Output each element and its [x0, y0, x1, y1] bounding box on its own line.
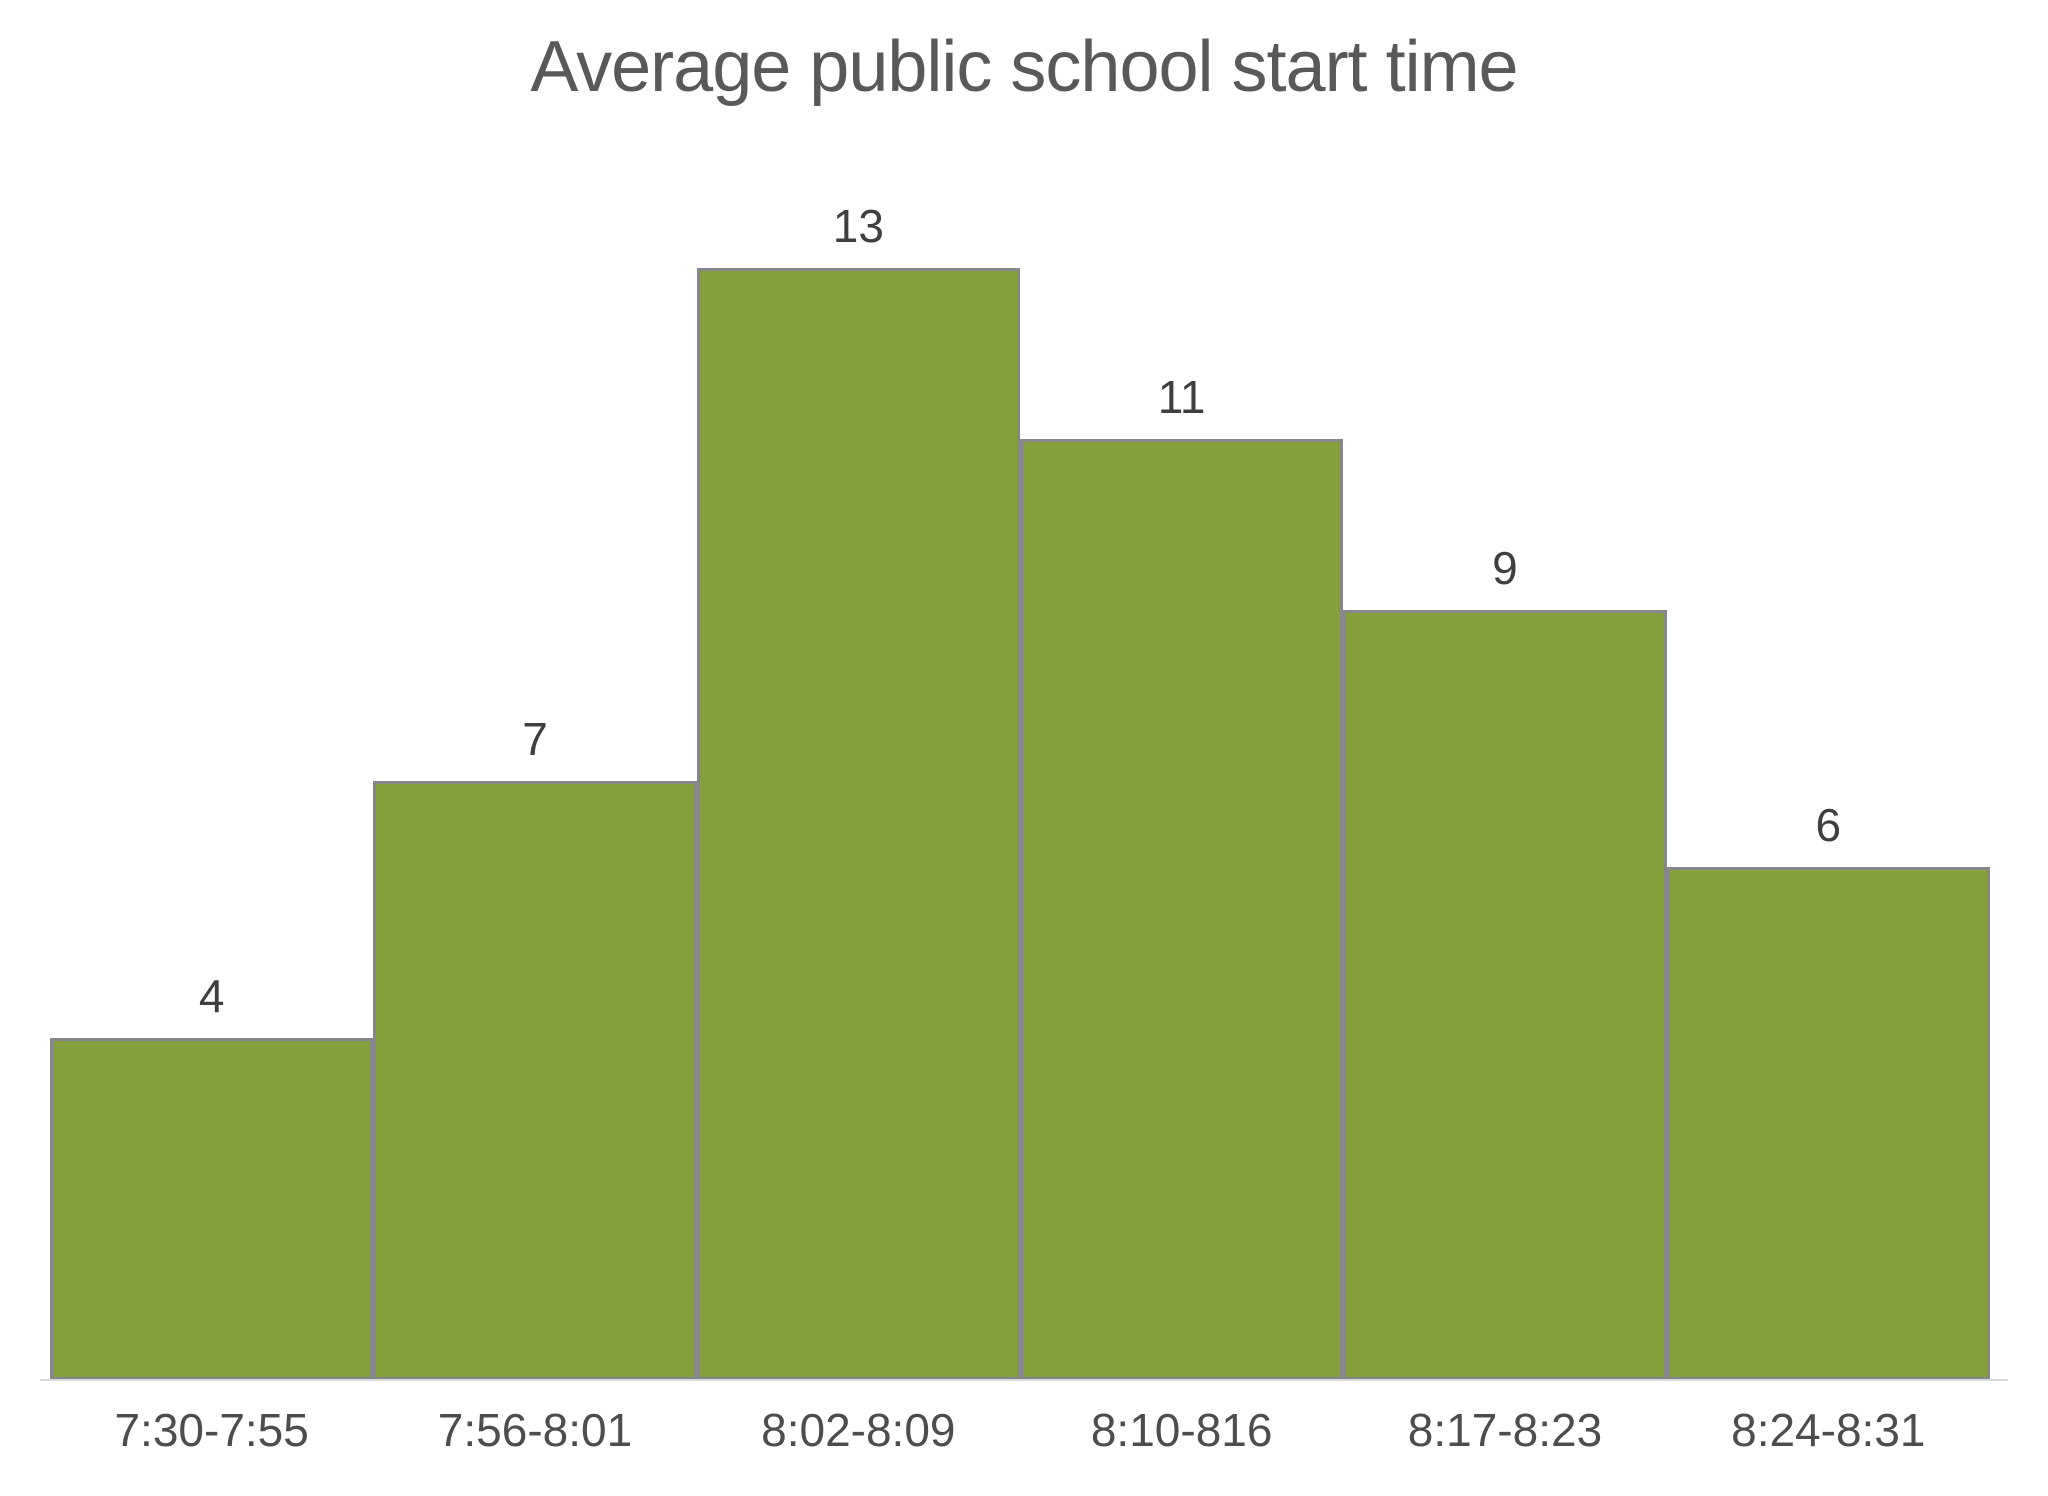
bar-value-label: 7 — [522, 713, 548, 765]
x-axis-label: 8:02-8:09 — [761, 1404, 956, 1456]
bar-group: 11 — [1019, 371, 1344, 1380]
chart-title: Average public school start time — [530, 27, 1518, 107]
bar — [50, 1038, 374, 1380]
bar — [1666, 867, 1990, 1380]
bar — [1019, 439, 1344, 1380]
x-axis-label: 7:56-8:01 — [437, 1404, 633, 1456]
bar-group: 9 — [1343, 542, 1667, 1380]
x-axis-labels: 7:30-7:55 7:56-8:01 8:02-8:09 8:10-816 8:17-… — [50, 1404, 1990, 1456]
bar-group: 13 — [696, 200, 1020, 1380]
bar-value-label: 4 — [198, 970, 225, 1022]
bar — [1343, 610, 1667, 1380]
x-axis-label: 7:30-7:55 — [114, 1404, 309, 1456]
bar — [696, 268, 1020, 1380]
x-axis-line — [40, 1379, 2008, 1381]
bar-value-label: 6 — [1815, 799, 1842, 851]
bar-group: 4 — [50, 970, 374, 1380]
x-axis-label: 8:10-816 — [1090, 1404, 1273, 1456]
bar — [373, 781, 697, 1380]
bar-group: 7 — [373, 713, 697, 1380]
bar-value-label: 13 — [832, 200, 884, 252]
x-axis-label: 8:24-8:31 — [1731, 1404, 1926, 1456]
bar-value-label: 9 — [1492, 542, 1518, 594]
bar-value-label: 11 — [1157, 371, 1206, 423]
bar-group: 6 — [1666, 799, 1990, 1380]
plot-area: 4 7 13 11 9 6 — [50, 180, 1990, 1380]
x-axis-label: 8:17-8:23 — [1407, 1404, 1603, 1456]
